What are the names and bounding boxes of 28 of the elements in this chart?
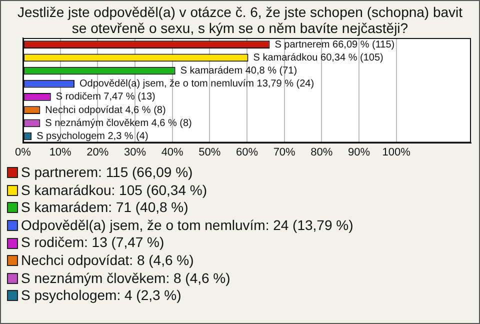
x-tick-label: 50% [198,146,221,158]
data-label: S rodičem 7,47 % (13) [56,92,156,103]
legend-label: S partnerem: 115 (66,09 %) [21,164,193,182]
x-tick-label: 70% [273,146,296,158]
x-tick-label: 10% [49,146,72,158]
data-label: Odpověděl(a) jsem, že o tom nemluvím 13,79 % (24) [79,78,314,90]
x-tick-label: 40% [161,146,184,158]
chart-title: Jestliže jste odpověděl(a) v otázce č. 6, že jste schopen (schopna) bavit se otevřeně o sexu, s kým se o něm bavíte nejčastěji? [16,3,464,36]
legend-label: Nechci odpovídat: 8 (4,6 %) [21,252,194,270]
x-tick-label: 20% [86,146,109,158]
legend-label: S rodičem: 13 (7,47 %) [21,234,164,252]
data-label: S kamarádem 40,8 % (71) [180,66,298,76]
x-tick-label: 0% [15,146,32,158]
data-label: Nechci odpovídat 4,6 % (8) [45,104,166,116]
legend-label: S kamarádem: 71 (40,8 %) [21,199,188,217]
legend-label: Odpověděl(a) jsem, že o tom nemluvím: 24 (13,79 %) [21,216,354,234]
x-tick-label: 30% [124,146,146,158]
x-tick-label: 100% [382,146,411,158]
data-label: S psychologem 2,3 % (4) [36,131,148,142]
data-label: S partnerem 66,09 % (115) [274,39,395,50]
x-tick-label: 60% [236,146,258,158]
x-tick-label: 80% [310,146,333,158]
x-tick-label: 90% [348,146,370,158]
legend-label: S psychologem: 4 (2,3 %) [21,287,182,305]
legend-label: S kamarádkou: 105 (60,34 %) [21,182,207,200]
data-label: S kamarádkou 60,34 % (105) [253,52,384,64]
data-label: S neznámým člověkem 4,6 % (8) [45,118,192,129]
legend-label: S neznámým člověkem: 8 (4,6 %) [21,270,230,288]
